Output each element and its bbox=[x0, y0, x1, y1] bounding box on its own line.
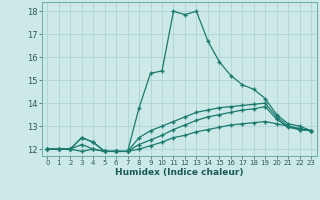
X-axis label: Humidex (Indice chaleur): Humidex (Indice chaleur) bbox=[115, 168, 244, 177]
